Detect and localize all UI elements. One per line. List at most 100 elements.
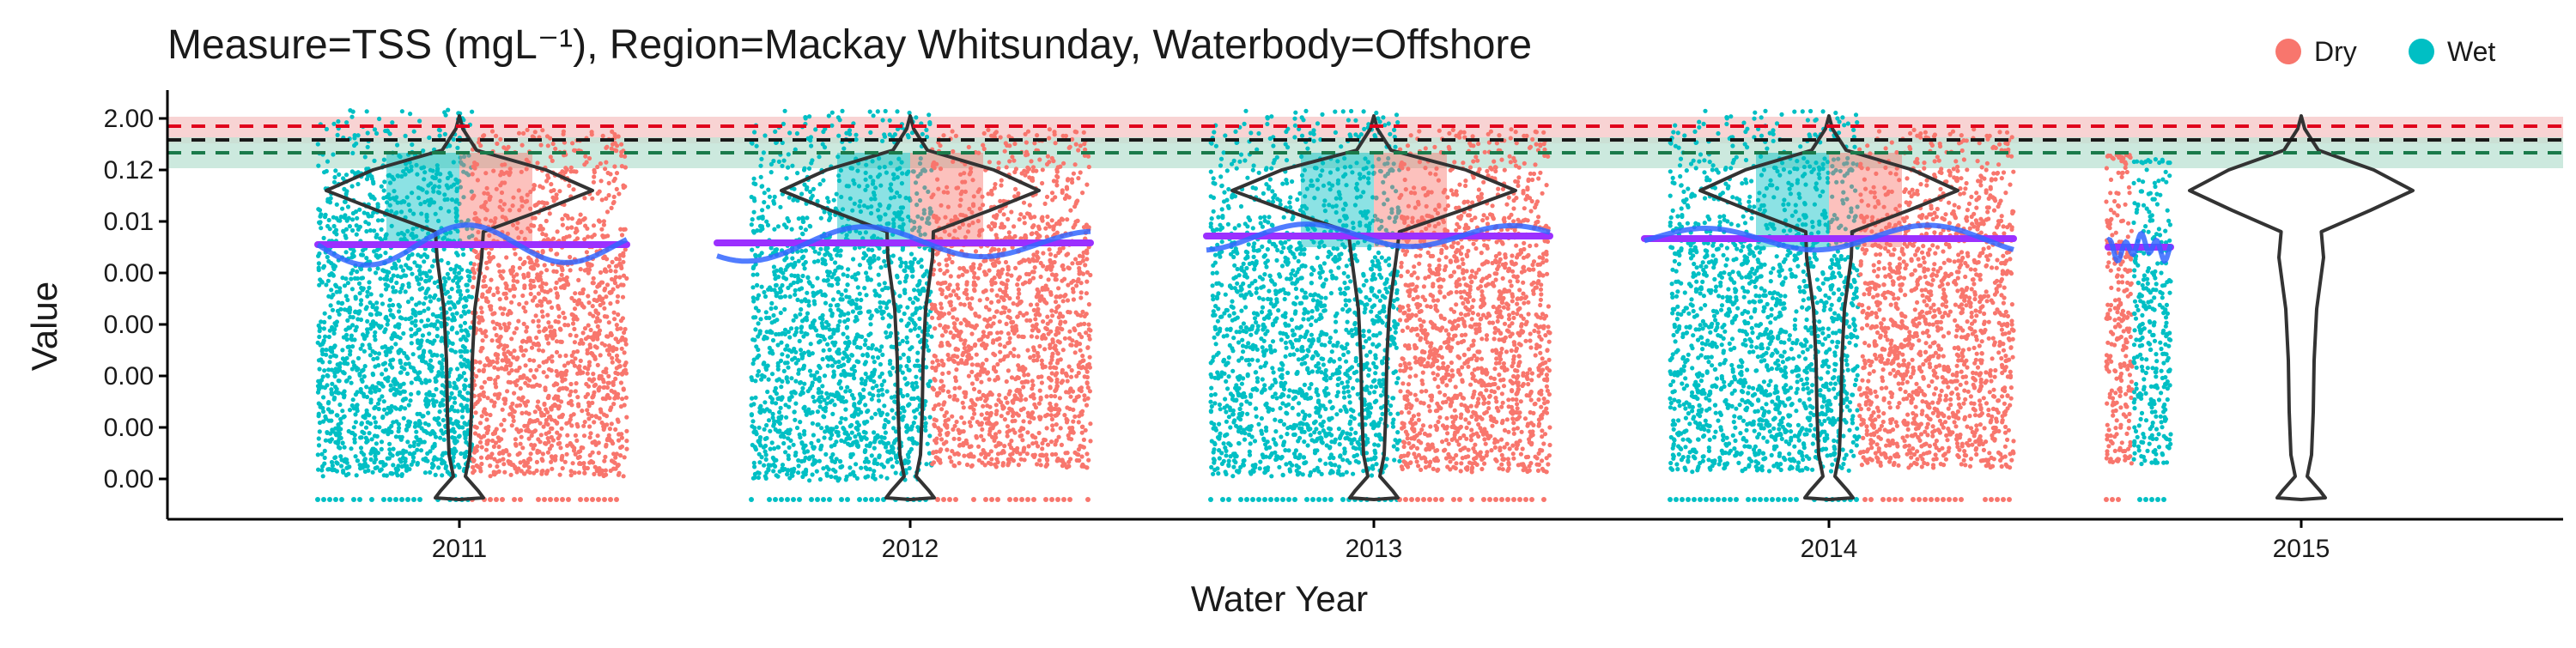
data-point	[615, 300, 620, 305]
data-point	[406, 202, 411, 208]
data-point	[458, 296, 463, 301]
data-point	[433, 472, 438, 478]
data-point	[352, 171, 358, 176]
data-point	[445, 271, 451, 276]
data-point	[764, 422, 769, 428]
data-point	[454, 263, 459, 269]
data-point	[454, 385, 459, 391]
data-point	[331, 327, 336, 332]
data-point	[457, 433, 462, 439]
data-point	[431, 295, 436, 300]
data-point	[451, 302, 456, 307]
data-point	[815, 276, 820, 281]
data-point	[580, 288, 586, 293]
data-point	[889, 448, 894, 453]
data-point	[508, 268, 513, 273]
data-point	[370, 194, 375, 199]
data-point	[368, 326, 374, 331]
data-point	[774, 331, 779, 337]
data-point	[404, 263, 409, 268]
data-point	[392, 189, 397, 194]
data-point	[509, 336, 514, 342]
data-point	[595, 164, 600, 170]
data-point	[375, 311, 380, 316]
data-point	[384, 287, 389, 292]
data-point	[606, 348, 611, 353]
data-point	[750, 361, 756, 366]
data-point	[841, 426, 846, 431]
data-point	[334, 284, 339, 289]
data-point	[356, 281, 362, 286]
data-point	[760, 184, 765, 189]
data-point	[380, 414, 386, 420]
data-point	[830, 340, 835, 345]
data-point	[616, 395, 621, 400]
data-point	[437, 133, 442, 138]
data-point	[436, 218, 441, 223]
data-point	[532, 409, 538, 415]
data-point	[624, 438, 629, 444]
data-point	[882, 258, 887, 263]
data-point	[546, 439, 551, 445]
data-point	[565, 443, 570, 448]
data-point	[521, 272, 526, 277]
data-point	[369, 437, 374, 442]
data-point	[374, 270, 379, 276]
data-point	[829, 282, 835, 288]
data-point	[779, 294, 784, 300]
data-point	[772, 269, 777, 275]
data-point	[329, 387, 334, 392]
data-point	[532, 262, 538, 267]
data-point	[465, 403, 470, 409]
data-point	[574, 169, 579, 174]
data-point	[792, 346, 797, 352]
data-point	[335, 369, 340, 374]
data-point	[614, 186, 619, 191]
data-point	[365, 130, 370, 136]
data-point	[796, 463, 801, 469]
data-point	[494, 385, 499, 390]
data-point	[762, 360, 767, 366]
data-point	[847, 340, 852, 346]
data-point	[493, 352, 499, 357]
data-point	[389, 276, 394, 282]
data-point	[619, 164, 625, 169]
data-point	[824, 269, 830, 275]
data-point	[409, 315, 414, 320]
data-point	[507, 452, 512, 457]
data-point	[325, 159, 331, 164]
data-point	[843, 407, 848, 412]
data-point	[512, 409, 517, 415]
data-point	[763, 310, 769, 315]
data-point	[588, 327, 593, 333]
data-point	[414, 162, 419, 167]
data-point	[396, 309, 402, 314]
data-point	[471, 266, 476, 271]
data-point	[355, 181, 361, 187]
data-point	[412, 309, 417, 314]
data-point	[925, 332, 931, 337]
data-point	[803, 455, 808, 460]
data-point	[822, 278, 827, 283]
data-point	[478, 455, 484, 460]
data-point	[555, 229, 560, 234]
data-point	[911, 396, 916, 402]
data-point	[820, 356, 825, 362]
data-point	[545, 469, 550, 474]
data-point	[316, 261, 321, 266]
data-point	[429, 263, 435, 269]
data-point	[574, 421, 580, 427]
data-point	[402, 389, 407, 394]
data-point	[548, 497, 553, 502]
data-point	[572, 148, 577, 153]
data-point	[805, 275, 811, 281]
data-point	[537, 364, 542, 369]
data-point	[514, 326, 519, 331]
data-point	[361, 335, 367, 340]
data-point	[822, 292, 828, 297]
data-point	[608, 290, 613, 295]
data-point	[522, 260, 527, 266]
data-point	[518, 441, 523, 446]
data-point	[554, 368, 559, 374]
data-point	[762, 191, 767, 196]
